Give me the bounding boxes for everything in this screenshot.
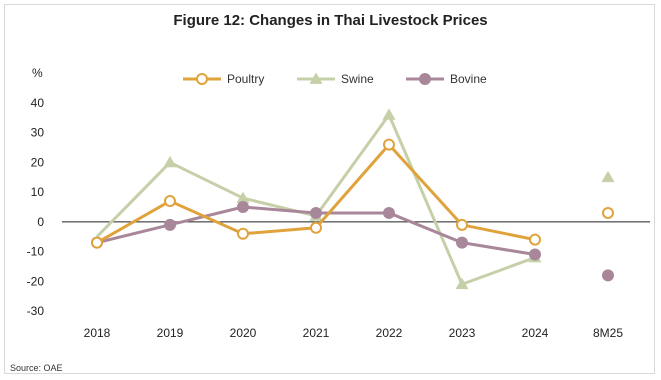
x-tick-label: 2021 xyxy=(303,326,330,340)
bovine-point xyxy=(310,206,322,219)
y-tick-label: -10 xyxy=(27,245,45,259)
y-tick-label: 10 xyxy=(31,185,45,199)
y-tick-label: 40 xyxy=(31,96,45,110)
series-group xyxy=(91,108,615,290)
swine-point xyxy=(163,155,177,168)
swine-line xyxy=(95,113,536,286)
bovine-point xyxy=(237,201,249,213)
swine-8m25-point xyxy=(601,170,615,183)
y-tick-label: 30 xyxy=(31,126,45,140)
x-tick-label: 2018 xyxy=(84,326,111,340)
legend-marker xyxy=(309,72,323,84)
swine-point xyxy=(236,191,250,203)
legend-item-swine: Swine xyxy=(297,72,374,86)
bovine-8m25-point xyxy=(602,269,614,282)
poultry-point xyxy=(529,233,541,246)
bovine-point xyxy=(383,206,395,219)
legend: Poultry Swine Bovine xyxy=(183,72,487,86)
bovine-point xyxy=(529,248,541,261)
source-note: Source: OAE xyxy=(10,363,63,373)
y-tick-label: -30 xyxy=(27,304,45,318)
y-axis-label: % xyxy=(32,66,43,80)
x-ticks: 2018 2019 2020 2021 2022 2023 2024 8M25 xyxy=(84,326,624,340)
poultry-point xyxy=(237,227,249,240)
y-ticks: 40 30 20 10 0 -10 -20 -30 xyxy=(27,96,45,318)
y-tick-label: -20 xyxy=(27,274,45,288)
x-tick-label: 2020 xyxy=(230,326,257,340)
legend-item-bovine: Bovine xyxy=(406,72,487,86)
legend-marker xyxy=(196,73,208,85)
poultry-8m25-point xyxy=(602,206,614,219)
chart-title: Figure 12: Changes in Thai Livestock Pri… xyxy=(173,12,488,29)
swine-point xyxy=(455,277,469,290)
x-tick-label: 2019 xyxy=(157,326,184,340)
series-poultry xyxy=(91,138,614,249)
poultry-point xyxy=(456,218,468,231)
legend-marker xyxy=(419,73,431,85)
chart-frame xyxy=(4,4,655,374)
poultry-point xyxy=(164,195,176,208)
legend-label: Bovine xyxy=(450,72,487,86)
x-tick-label: 2023 xyxy=(449,326,476,340)
legend-label: Poultry xyxy=(227,72,264,86)
poultry-point xyxy=(383,138,395,151)
y-tick-label: 0 xyxy=(37,215,44,229)
x-tick-label: 2022 xyxy=(376,326,403,340)
x-tick-label: 8M25 xyxy=(593,326,623,340)
bovine-point xyxy=(456,236,468,249)
swine-point xyxy=(382,108,396,120)
legend-label: Swine xyxy=(341,72,374,86)
poultry-point xyxy=(310,221,322,234)
x-tick-label: 2024 xyxy=(522,326,549,340)
poultry-point xyxy=(91,236,103,249)
y-tick-label: 20 xyxy=(31,155,45,169)
legend-item-poultry: Poultry xyxy=(183,72,264,86)
bovine-point xyxy=(164,218,176,231)
